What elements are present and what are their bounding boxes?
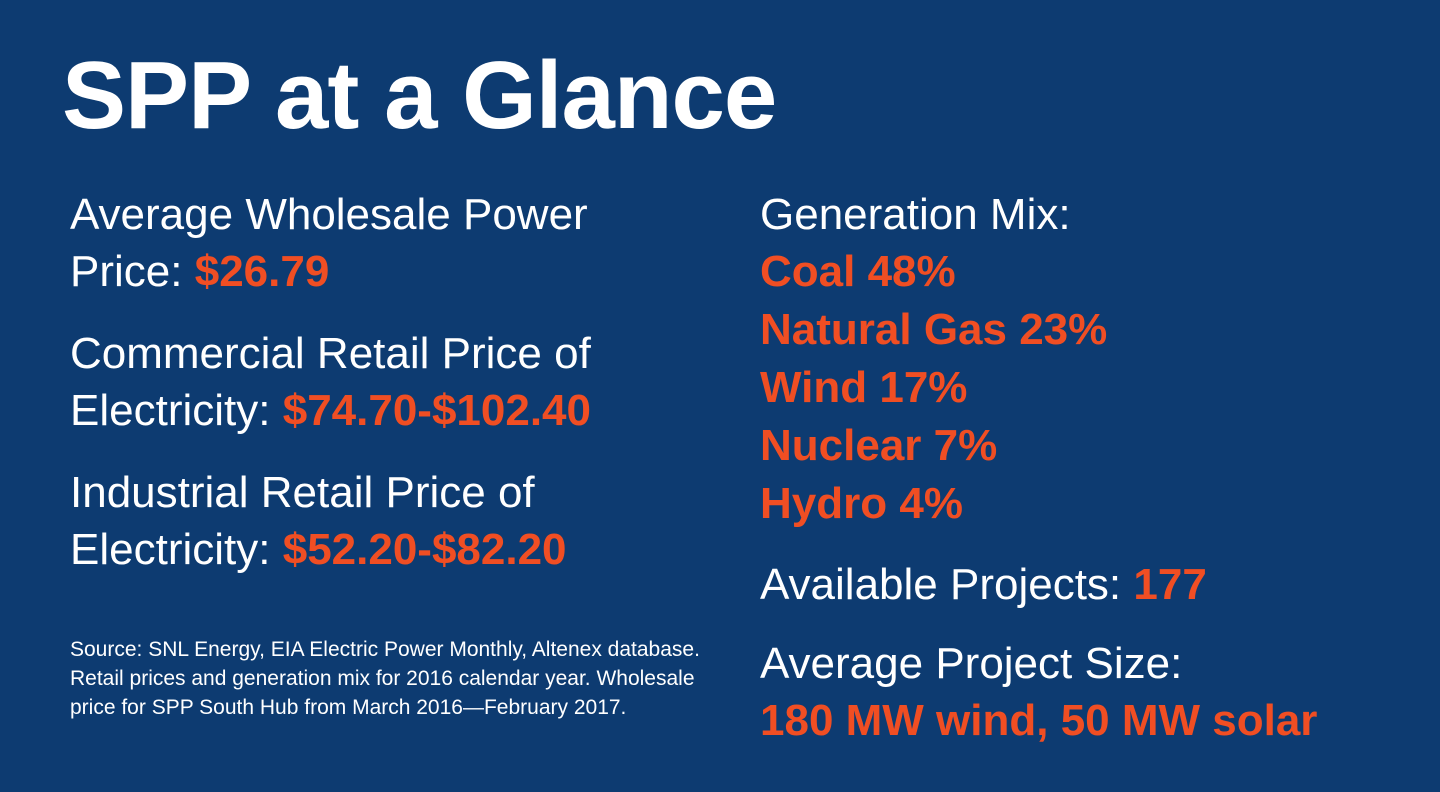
generation-mix-coal: Coal 48%: [760, 247, 956, 296]
industrial-price-label-line1: Industrial Retail Price of: [70, 468, 535, 517]
generation-mix-label: Generation Mix:: [760, 190, 1071, 239]
wholesale-price-value: $26.79: [194, 247, 330, 296]
generation-mix-nuclear: Nuclear 7%: [760, 421, 998, 470]
average-project-size-stat: Average Project Size: 180 MW wind, 50 MW…: [760, 635, 1420, 749]
average-project-size-label: Average Project Size:: [760, 639, 1183, 688]
average-project-size-value: 180 MW wind, 50 MW solar: [760, 696, 1318, 745]
wholesale-price-stat: Average Wholesale Power Price: $26.79: [70, 186, 730, 300]
available-projects-stat: Available Projects: 177: [760, 556, 1420, 613]
page-title: SPP at a Glance: [62, 42, 777, 149]
generation-stats-column: Generation Mix: Coal 48% Natural Gas 23%…: [760, 186, 1420, 749]
generation-mix-hydro: Hydro 4%: [760, 479, 963, 528]
price-stats-column: Average Wholesale Power Price: $26.79 Co…: [70, 186, 730, 743]
generation-mix-natural-gas: Natural Gas 23%: [760, 305, 1108, 354]
generation-mix-wind: Wind 17%: [760, 363, 968, 412]
wholesale-price-label-line1: Average Wholesale Power: [70, 190, 588, 239]
industrial-price-stat: Industrial Retail Price of Electricity: …: [70, 464, 730, 578]
industrial-price-value: $52.20-$82.20: [282, 525, 567, 574]
available-projects-label: Available Projects:: [760, 560, 1122, 609]
generation-mix-list: Coal 48% Natural Gas 23% Wind 17% Nuclea…: [760, 243, 1420, 533]
available-projects-value: 177: [1133, 560, 1207, 609]
commercial-price-value: $74.70-$102.40: [282, 386, 591, 435]
commercial-price-stat: Commercial Retail Price of Electricity: …: [70, 325, 730, 439]
wholesale-price-label-line2: Price:: [70, 247, 183, 296]
industrial-price-label-line2: Electricity:: [70, 525, 271, 574]
commercial-price-label-line2: Electricity:: [70, 386, 271, 435]
source-note: Source: SNL Energy, EIA Electric Power M…: [70, 638, 700, 719]
commercial-price-label-line1: Commercial Retail Price of: [70, 329, 591, 378]
